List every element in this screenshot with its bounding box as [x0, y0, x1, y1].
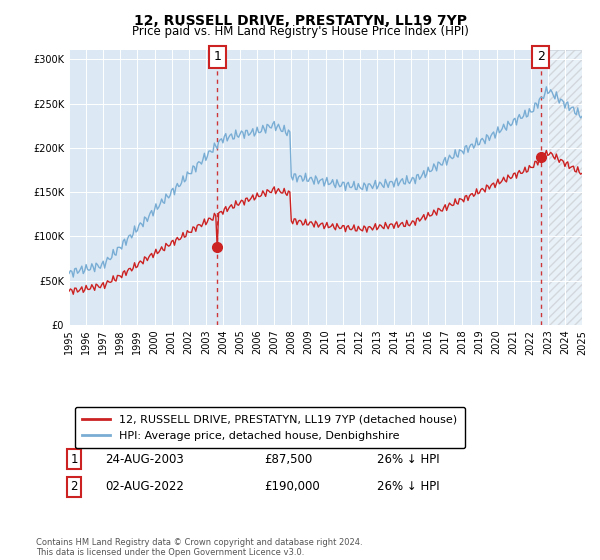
Text: 26% ↓ HPI: 26% ↓ HPI: [377, 480, 439, 493]
Text: 12, RUSSELL DRIVE, PRESTATYN, LL19 7YP: 12, RUSSELL DRIVE, PRESTATYN, LL19 7YP: [133, 14, 467, 28]
Text: £190,000: £190,000: [264, 480, 320, 493]
Text: 2: 2: [537, 50, 545, 63]
Text: Contains HM Land Registry data © Crown copyright and database right 2024.
This d: Contains HM Land Registry data © Crown c…: [36, 538, 362, 557]
Text: 1: 1: [213, 50, 221, 63]
Bar: [548, 50, 582, 325]
Legend: 12, RUSSELL DRIVE, PRESTATYN, LL19 7YP (detached house), HPI: Average price, det: 12, RUSSELL DRIVE, PRESTATYN, LL19 7YP (…: [74, 407, 465, 449]
Text: £87,500: £87,500: [264, 452, 312, 466]
Text: 26% ↓ HPI: 26% ↓ HPI: [377, 452, 439, 466]
Text: 24-AUG-2003: 24-AUG-2003: [105, 452, 184, 466]
Text: 2: 2: [70, 480, 78, 493]
Text: Price paid vs. HM Land Registry's House Price Index (HPI): Price paid vs. HM Land Registry's House …: [131, 25, 469, 38]
Text: 02-AUG-2022: 02-AUG-2022: [105, 480, 184, 493]
Text: 1: 1: [70, 452, 78, 466]
